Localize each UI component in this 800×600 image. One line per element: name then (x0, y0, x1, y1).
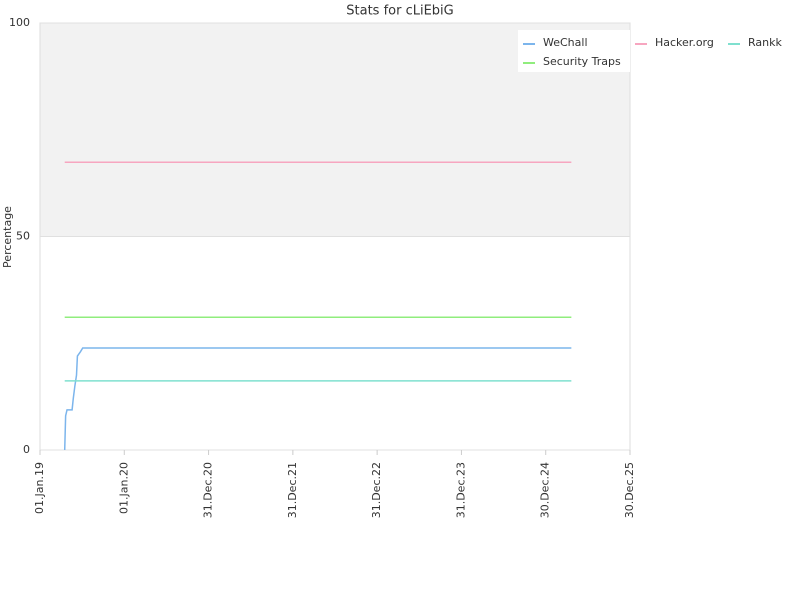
legend-background (518, 30, 630, 72)
x-tick-label: 31.Dec.21 (286, 462, 299, 518)
chart-title: Stats for cLiEbiG (346, 4, 453, 19)
y-tick-label: 0 (23, 443, 30, 456)
y-axis-label: Percentage (1, 206, 14, 268)
legend-label: Security Traps (543, 55, 621, 68)
legend-label: WeChall (543, 36, 588, 49)
legend-label: Hacker.org (655, 36, 714, 49)
y-tick-label: 100 (9, 16, 30, 29)
y-tick-label: 50 (16, 230, 30, 243)
x-tick-label: 01.Jan.20 (117, 462, 130, 514)
x-tick-label: 31.Dec.22 (370, 462, 383, 518)
x-tick-label: 30.Dec.24 (539, 462, 552, 518)
series-line (63, 347, 572, 451)
x-tick-label: 30.Dec.25 (623, 462, 636, 518)
legend-label: Rankk (748, 36, 782, 49)
x-tick-label: 31.Dec.23 (454, 462, 467, 518)
x-tick-label: 01.Jan.19 (33, 462, 46, 514)
x-tick-label: 31.Dec.20 (202, 462, 215, 518)
